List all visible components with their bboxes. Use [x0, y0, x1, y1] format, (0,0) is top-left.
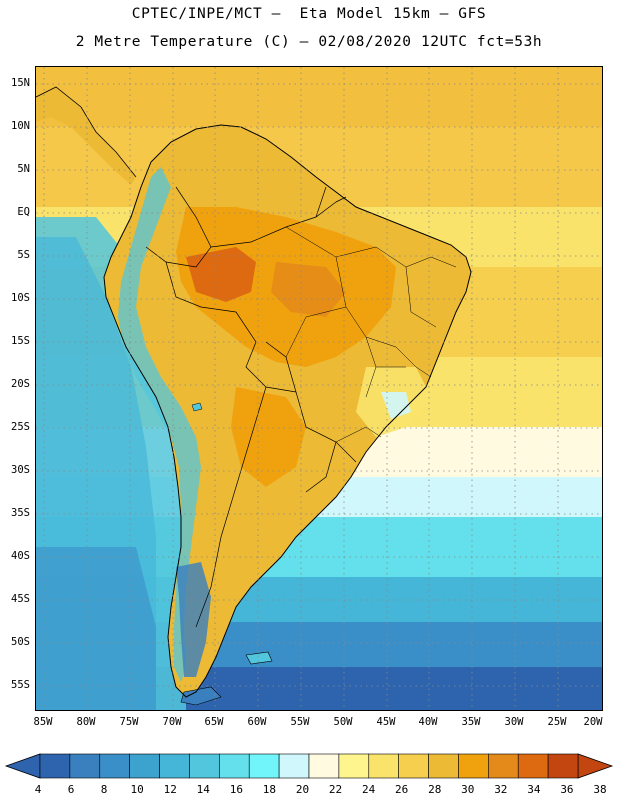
- lon-label: 80W: [76, 716, 96, 728]
- lat-label: 25S: [11, 421, 30, 433]
- temperature-map[interactable]: [35, 66, 603, 711]
- lon-label: 75W: [119, 716, 139, 728]
- lon-label: 25W: [547, 716, 567, 728]
- colorbar-label: 20: [295, 783, 310, 796]
- hottest-core: [186, 247, 256, 302]
- colorbar-swatch: [189, 753, 220, 779]
- lon-label: 60W: [247, 716, 267, 728]
- colorbar-swatch: [69, 753, 101, 779]
- patagonia-cold: [176, 562, 211, 677]
- lon-label: 70W: [162, 716, 182, 728]
- colorbar-label: 6: [67, 783, 75, 796]
- color-bar: [4, 753, 614, 779]
- title-line-2: 2 Metre Temperature (C) – 02/08/2020 12U…: [75, 34, 543, 50]
- lat-label: 55S: [11, 679, 30, 691]
- title-line-1: CPTEC/INPE/MCT – Eta Model 15km – GFS: [131, 6, 487, 22]
- lon-label: 20W: [583, 716, 603, 728]
- lat-label: 40S: [11, 550, 30, 562]
- lon-label: 55W: [290, 716, 310, 728]
- colorbar-swatch: [39, 753, 71, 779]
- lat-label: 5S: [17, 249, 30, 261]
- colorbar-swatch: [398, 753, 429, 779]
- colorbar-label: 28: [428, 783, 442, 796]
- colorbar-swatch: [338, 753, 370, 779]
- central-america-coast: [36, 86, 137, 178]
- lon-label: 40W: [418, 716, 438, 728]
- lon-label: 85W: [33, 716, 53, 728]
- lat-label: EQ: [17, 206, 30, 218]
- colorbar-swatch: [458, 753, 489, 779]
- colorbar-label: 10: [130, 783, 144, 796]
- lat-label: 20S: [11, 378, 30, 390]
- colorbar-label: 32: [494, 783, 508, 796]
- colorbar-label: 34: [527, 783, 541, 796]
- colorbar-label: 38: [593, 783, 607, 796]
- colorbar-swatch: [517, 753, 549, 779]
- colorbar-label: 14: [196, 783, 210, 796]
- lat-label: 15S: [11, 335, 30, 347]
- colorbar-label: 26: [395, 783, 409, 796]
- colorbar-label: 24: [361, 783, 376, 796]
- central-america-land: [36, 87, 136, 185]
- colorbar-label: 36: [560, 783, 574, 796]
- coastline: [103, 124, 472, 698]
- lat-label: 10S: [11, 292, 30, 304]
- colorbar-swatch: [368, 753, 399, 779]
- colorbar-label: 30: [461, 783, 475, 796]
- colorbar-swatch: [547, 753, 579, 779]
- colorbar-swatches: [39, 753, 579, 779]
- colorbar-label: 22: [328, 783, 343, 796]
- lon-label: 45W: [376, 716, 396, 728]
- colorbar-label: 4: [34, 783, 42, 796]
- colorbar-swatch: [99, 753, 130, 779]
- colorbar-label: 8: [100, 783, 108, 796]
- hot-chaco: [231, 387, 306, 487]
- lon-label: 50W: [333, 716, 353, 728]
- caribbean-band: [36, 67, 602, 127]
- lon-label: 65W: [204, 716, 224, 728]
- lon-label: 30W: [504, 716, 524, 728]
- colorbar-swatch: [159, 753, 190, 779]
- lat-label: 45S: [11, 593, 30, 605]
- hot-core-east: [271, 262, 346, 317]
- lake-titicaca: [191, 402, 203, 412]
- colorbar-swatch: [488, 753, 519, 779]
- colorbar-swatch: [308, 753, 340, 779]
- falkland-islands: [245, 651, 273, 665]
- colorbar-label: 16: [229, 783, 243, 796]
- state-borders: [285, 226, 457, 443]
- colorbar-low-arrow: [4, 753, 41, 779]
- colorbar-swatch: [219, 753, 250, 779]
- graticule: [36, 67, 602, 710]
- colorbar-swatch: [129, 753, 160, 779]
- map-canvas: [36, 67, 602, 710]
- colorbar-label: 12: [163, 783, 177, 796]
- lat-label: 35S: [11, 507, 30, 519]
- colorbar-swatch: [428, 753, 459, 779]
- south-pacific-water: [36, 547, 156, 710]
- lat-label: 30S: [11, 464, 30, 476]
- lat-label: 15N: [11, 77, 30, 89]
- highland-cool-spot: [381, 392, 411, 419]
- lon-label: 35W: [461, 716, 481, 728]
- tierra-del-fuego: [180, 686, 222, 706]
- lat-label: 5N: [17, 163, 30, 175]
- lat-label: 10N: [11, 120, 30, 132]
- colorbar-swatch: [248, 753, 280, 779]
- colorbar-high-arrow: [577, 753, 614, 779]
- colorbar-swatch: [278, 753, 310, 779]
- colorbar-label: 18: [262, 783, 277, 796]
- lat-label: 50S: [11, 636, 30, 648]
